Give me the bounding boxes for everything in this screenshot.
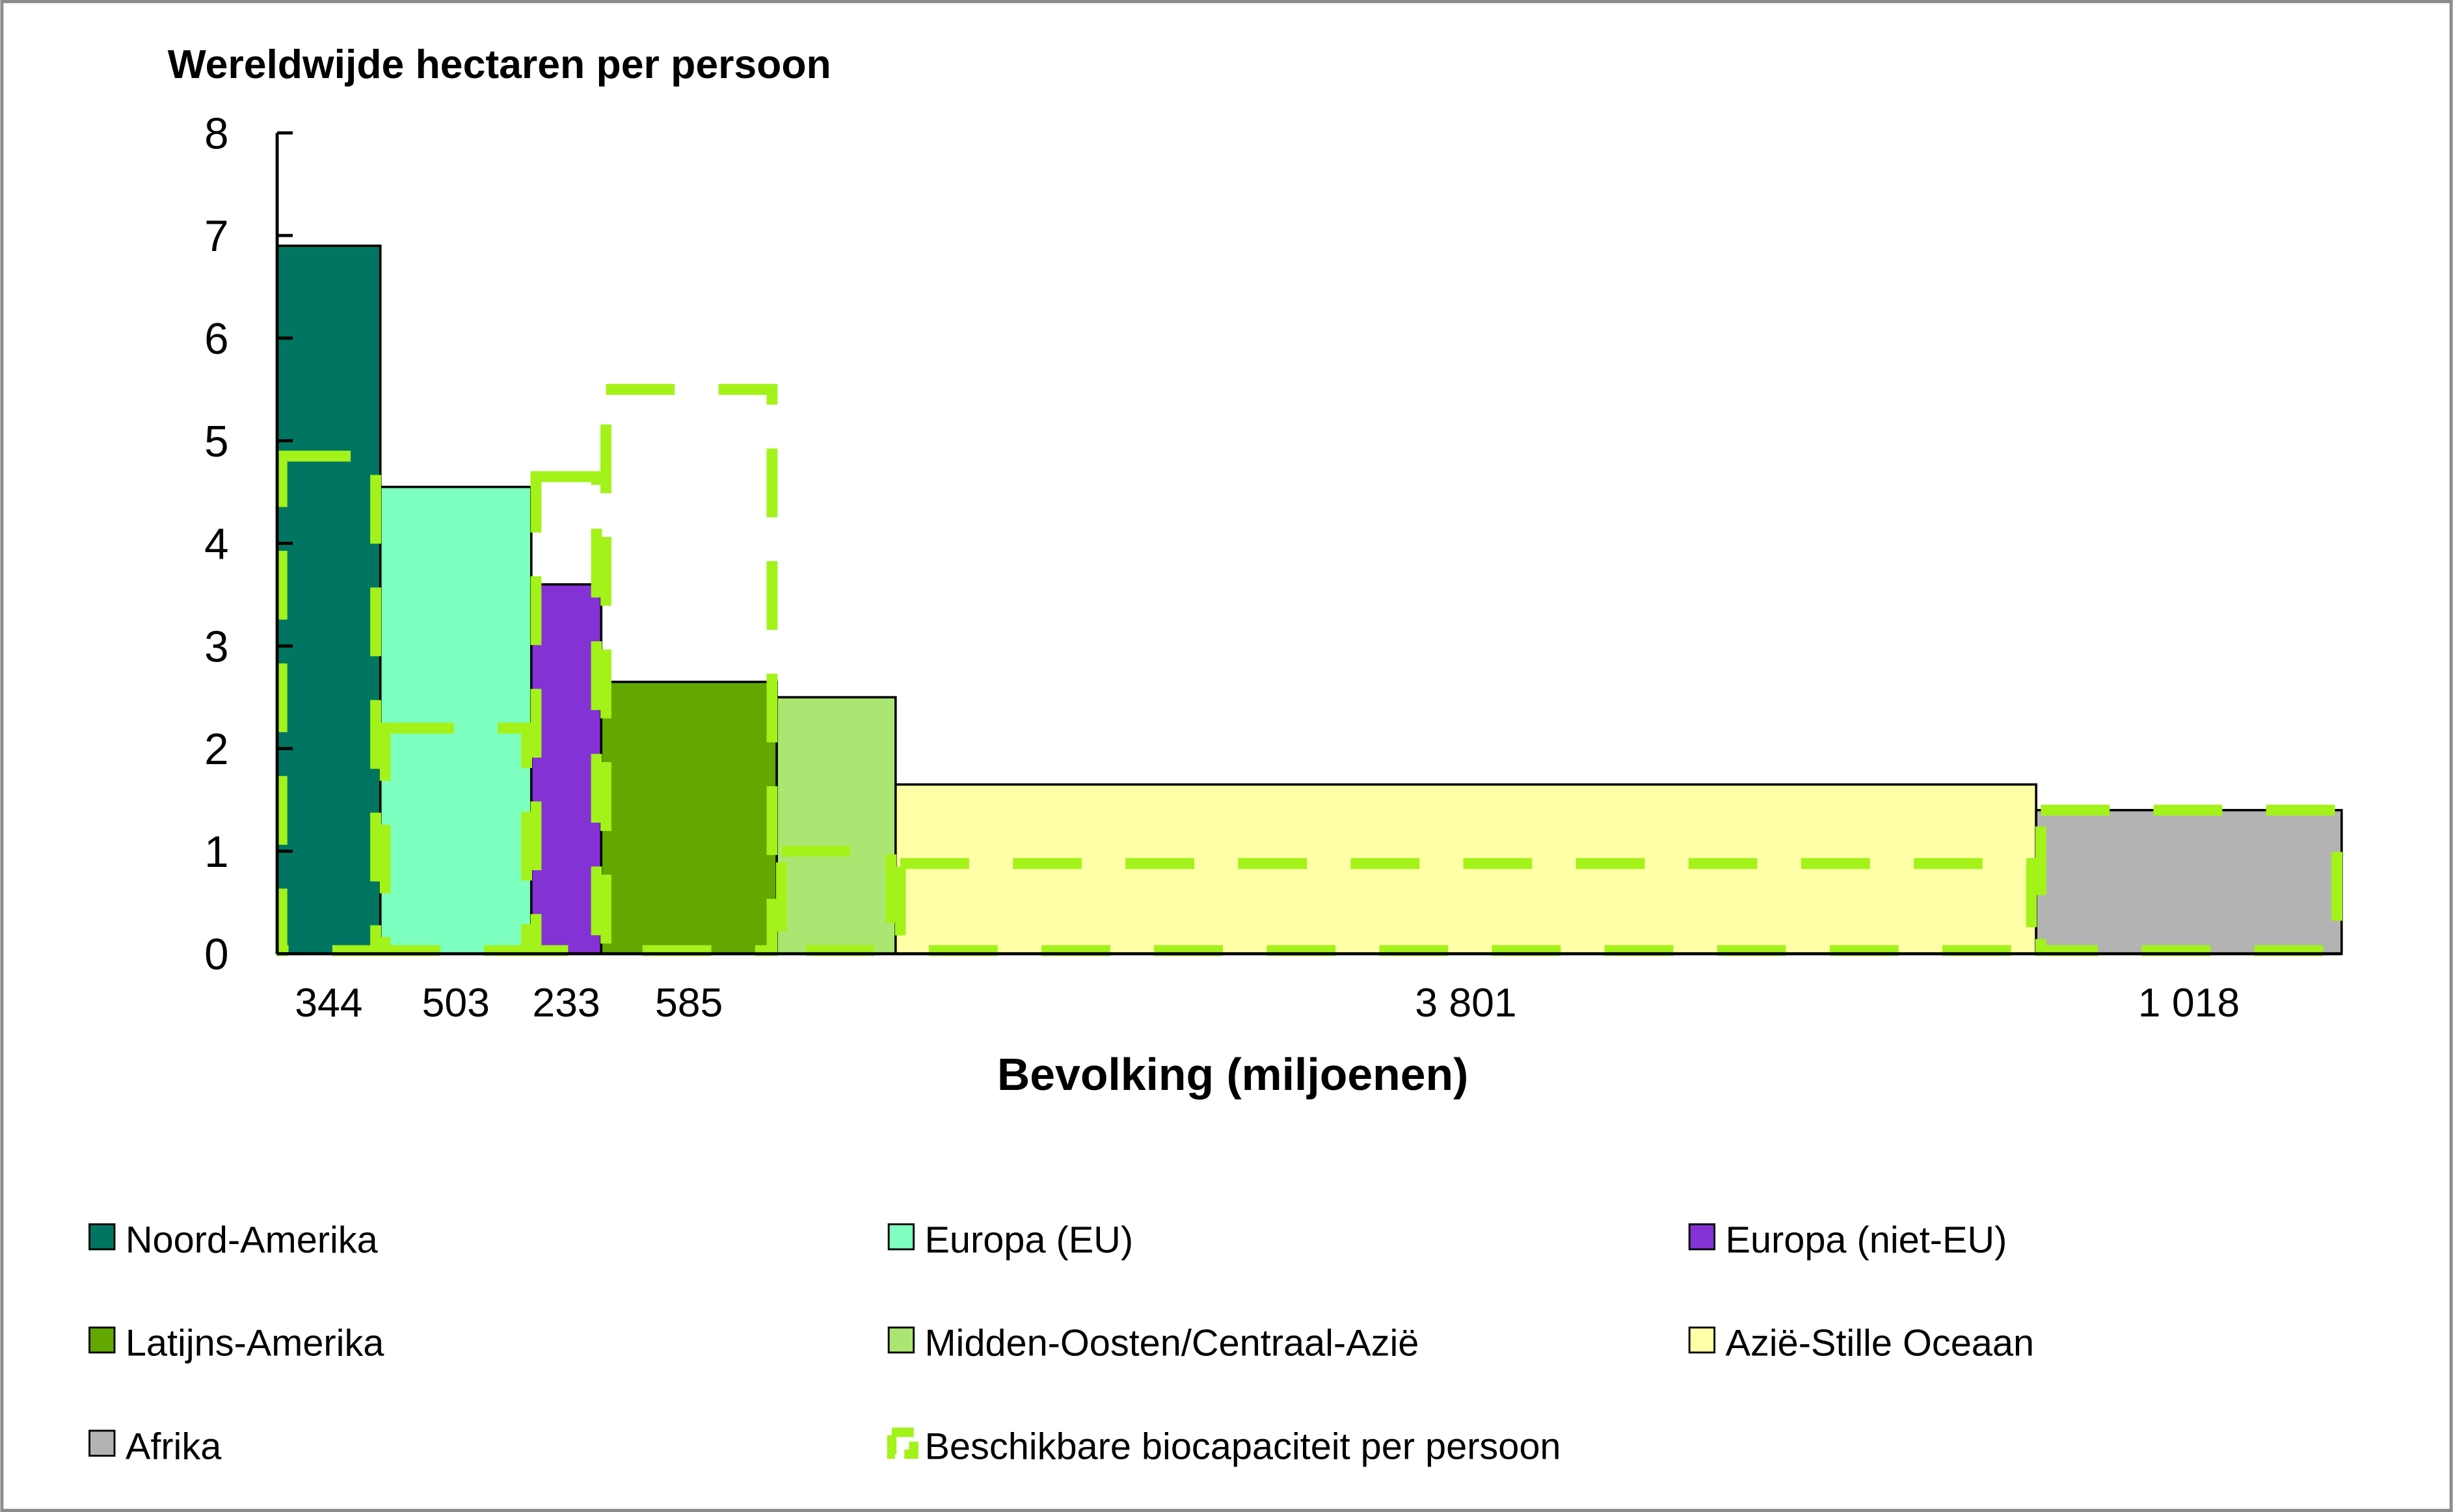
legend-label: Azië-Stille Oceaan [1725, 1323, 2034, 1364]
legend-label: Europa (EU) [924, 1219, 1133, 1261]
legend-swatch [1688, 1223, 1716, 1251]
biocapacity-outline-5 [894, 858, 2037, 957]
y-tick-label: 2 [204, 725, 228, 774]
biocapacity-outline-3 [600, 384, 778, 957]
legend-swatch [887, 1427, 918, 1459]
x-tick-label: 233 [532, 980, 600, 1026]
legend-label: Afrika [126, 1426, 222, 1467]
bar-5 [894, 783, 2037, 955]
x-tick-label: 1 018 [2138, 980, 2240, 1026]
bar-4 [775, 696, 897, 955]
y-tick-label: 6 [204, 315, 228, 364]
y-tick-label: 0 [204, 931, 228, 979]
legend-item: Afrika [88, 1426, 222, 1467]
biocapacity-outline-1 [379, 723, 532, 957]
legend-swatch [88, 1326, 116, 1354]
legend-swatch [1688, 1326, 1716, 1354]
legend-item: Latijns-Amerika [88, 1323, 384, 1364]
y-tick-label: 5 [204, 418, 228, 466]
y-tick-label: 7 [204, 212, 228, 261]
legend-item: Azië-Stille Oceaan [1688, 1323, 2034, 1364]
biocapacity-outline-4 [775, 845, 897, 957]
bar-1 [379, 485, 533, 955]
bar-6 [2035, 808, 2343, 955]
legend-label: Midden-Oosten/Centraal-Azië [924, 1323, 1419, 1364]
y-tick-label: 8 [204, 109, 228, 158]
y-tick-label: 4 [204, 520, 228, 569]
legend-swatch [887, 1223, 915, 1251]
legend-label: Latijns-Amerika [126, 1323, 384, 1364]
bar-2 [529, 583, 603, 955]
legend-swatch [88, 1429, 116, 1457]
legend-item: Europa (niet-EU) [1688, 1219, 2007, 1261]
x-axis-label: Bevolking (miljoenen) [997, 1049, 1468, 1100]
biocapacity-outline-6 [2035, 804, 2342, 957]
legend-item: Europa (EU) [887, 1219, 1133, 1261]
legend-swatch [887, 1326, 915, 1354]
biocapacity-outline-2 [530, 471, 602, 957]
legend-label: Noord-Amerika [126, 1219, 379, 1261]
x-tick-label: 585 [655, 980, 723, 1026]
legend-swatch [88, 1223, 116, 1251]
y-tick-label: 1 [204, 828, 228, 877]
y-tick-label: 3 [204, 622, 228, 671]
legend-label: Beschikbare biocapaciteit per persoon [924, 1426, 1561, 1467]
bar-0 [276, 245, 382, 955]
legend-item: Noord-Amerika [88, 1219, 379, 1261]
legend-item: Midden-Oosten/Centraal-Azië [887, 1323, 1419, 1364]
biocapacity-outline-0 [276, 450, 381, 957]
legend-item: Beschikbare biocapaciteit per persoon [887, 1426, 1561, 1467]
legend-label: Europa (niet-EU) [1725, 1219, 2007, 1261]
chart-title: Wereldwijde hectaren per persoon [168, 42, 831, 87]
x-tick-label: 3 801 [1415, 980, 1516, 1026]
x-tick-label: 344 [295, 980, 362, 1026]
x-tick-label: 503 [422, 980, 490, 1026]
bar-3 [600, 680, 778, 955]
